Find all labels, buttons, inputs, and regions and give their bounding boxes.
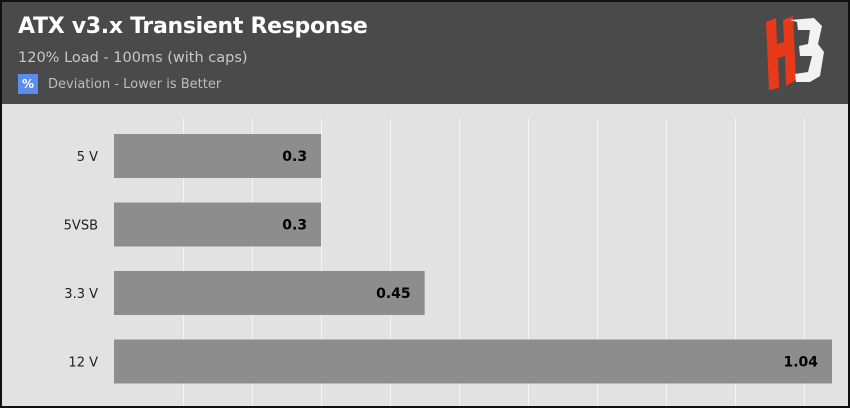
chart-subtitle: 120% Load - 100ms (with caps) [18, 50, 248, 66]
legend: % Deviation - Lower is Better [18, 74, 221, 94]
value-label: 0.3 [282, 149, 307, 165]
category-labels: 5 V 5VSB 3.3 V 12 V [64, 150, 98, 371]
category-label: 5 V [77, 150, 98, 165]
legend-label: Deviation - Lower is Better [48, 76, 222, 92]
bar [114, 271, 425, 315]
bar [114, 202, 322, 247]
category-label: 5VSB [64, 219, 98, 234]
value-label: 1.04 [783, 355, 818, 371]
value-label: 0.3 [282, 218, 307, 234]
category-label: 12 V [68, 356, 98, 371]
hb-logo-icon [766, 16, 824, 90]
bars [114, 134, 832, 384]
chart-title: ATX v3.x Transient Response [18, 14, 368, 39]
bar [114, 339, 832, 384]
value-labels: 0.3 0.3 0.45 1.04 [282, 149, 818, 371]
bar [114, 134, 322, 178]
category-label: 3.3 V [64, 287, 98, 302]
value-label: 0.45 [376, 286, 411, 302]
bar-chart: 5 V 5VSB 3.3 V 12 V 0.3 0.3 0.45 1.04 [64, 118, 832, 406]
chart-header: ATX v3.x Transient Response 120% Load - … [2, 2, 848, 104]
percent-icon: % [18, 74, 38, 94]
